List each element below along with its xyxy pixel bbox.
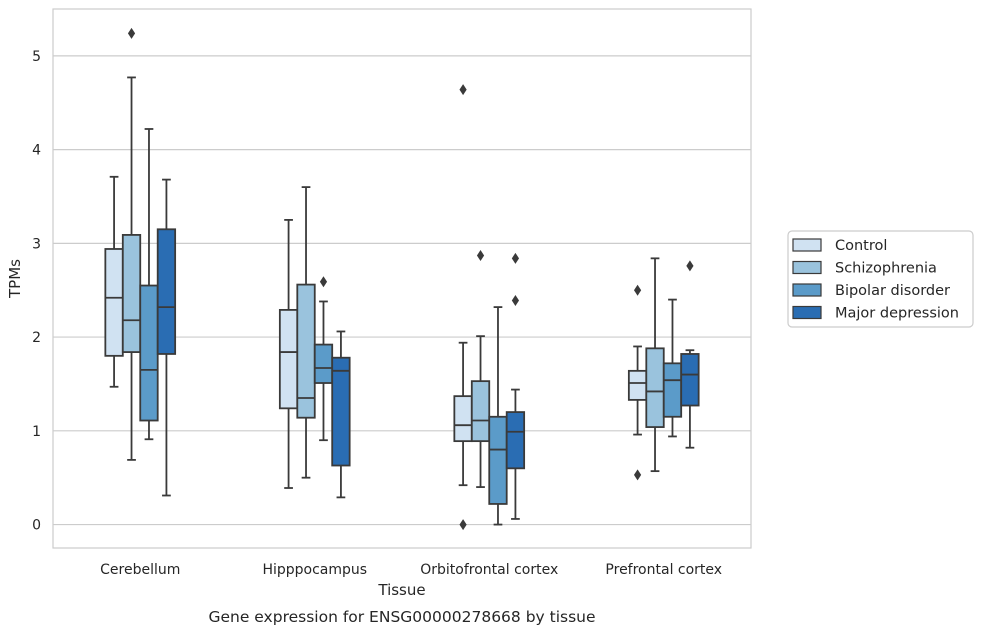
outlier-point: [511, 295, 520, 307]
legend-label: Schizophrenia: [835, 261, 937, 277]
legend-label: Bipolar disorder: [835, 283, 950, 299]
iqr-box: [121, 234, 142, 353]
outlier-point: [511, 252, 520, 264]
legend-frame: [787, 230, 974, 328]
box-major-depression: [156, 178, 177, 497]
box-bipolar-disorder: [139, 128, 159, 441]
box-schizophrenia: [470, 250, 491, 488]
outlier-point: [633, 284, 642, 296]
box-major-depression: [505, 252, 526, 520]
x-tick-label: Prefrontal cortex: [605, 562, 722, 578]
y-tick-label: 3: [32, 236, 41, 252]
outlier-point: [459, 519, 467, 531]
box-bipolar-disorder: [313, 276, 334, 442]
box-major-depression: [331, 330, 351, 499]
iqr-box: [104, 248, 124, 357]
legend-label: Control: [835, 238, 887, 254]
box-schizophrenia: [645, 257, 665, 473]
iqr-box: [470, 380, 491, 443]
boxes: [104, 27, 700, 531]
x-axis-ticks: Cerebellum Hipppocampus Orbitofrontal cort…: [100, 562, 722, 578]
outlier-point: [319, 276, 328, 288]
outlier-point: [686, 260, 694, 272]
legend-label: Major depression: [835, 306, 959, 322]
box-control: [278, 219, 299, 489]
y-tick-label: 2: [32, 330, 41, 346]
plot-frame: [52, 8, 752, 549]
iqr-box: [627, 369, 648, 401]
y-axis-label: TPMs: [6, 259, 24, 299]
y-tick-label: 0: [32, 518, 41, 534]
iqr-box: [680, 353, 700, 407]
legend: Control Schizophrenia Bipolar disorder Majo…: [787, 230, 974, 328]
x-tick-label: Hipppocampus: [262, 562, 367, 578]
box-control: [453, 84, 473, 531]
legend-swatch: [792, 238, 822, 252]
chart-caption: Gene expression for ENSG00000278668 by t…: [208, 608, 595, 626]
legend-swatch: [792, 283, 822, 297]
box-schizophrenia: [121, 27, 142, 461]
outlier-point: [459, 84, 467, 96]
iqr-box: [662, 362, 683, 418]
outlier-point: [633, 469, 642, 481]
iqr-box: [313, 343, 334, 384]
x-axis-label: Tissue: [377, 581, 425, 599]
outlier-point: [127, 27, 136, 39]
y-tick-label: 5: [32, 49, 41, 65]
box-control: [627, 284, 648, 481]
box-major-depression: [680, 260, 700, 449]
legend-swatch: [792, 260, 822, 275]
outlier-point: [476, 250, 485, 262]
iqr-box: [645, 347, 665, 428]
iqr-box: [278, 309, 299, 410]
box-schizophrenia: [296, 186, 316, 479]
iqr-box: [505, 411, 526, 470]
iqr-box: [139, 284, 159, 422]
y-tick-label: 1: [32, 424, 41, 440]
iqr-box: [453, 395, 473, 443]
x-tick-label: Orbitofrontal cortex: [420, 562, 558, 578]
iqr-box: [488, 415, 508, 505]
box-bipolar-disorder: [488, 306, 508, 526]
y-axis-ticks: 0 1 2 3 4 5: [32, 49, 41, 534]
box-control: [104, 175, 124, 388]
box-bipolar-disorder: [662, 298, 683, 438]
y-tick-label: 4: [32, 143, 41, 159]
iqr-box: [331, 356, 351, 467]
iqr-box: [156, 228, 177, 355]
legend-swatch: [792, 305, 822, 320]
x-tick-label: Cerebellum: [100, 562, 180, 578]
